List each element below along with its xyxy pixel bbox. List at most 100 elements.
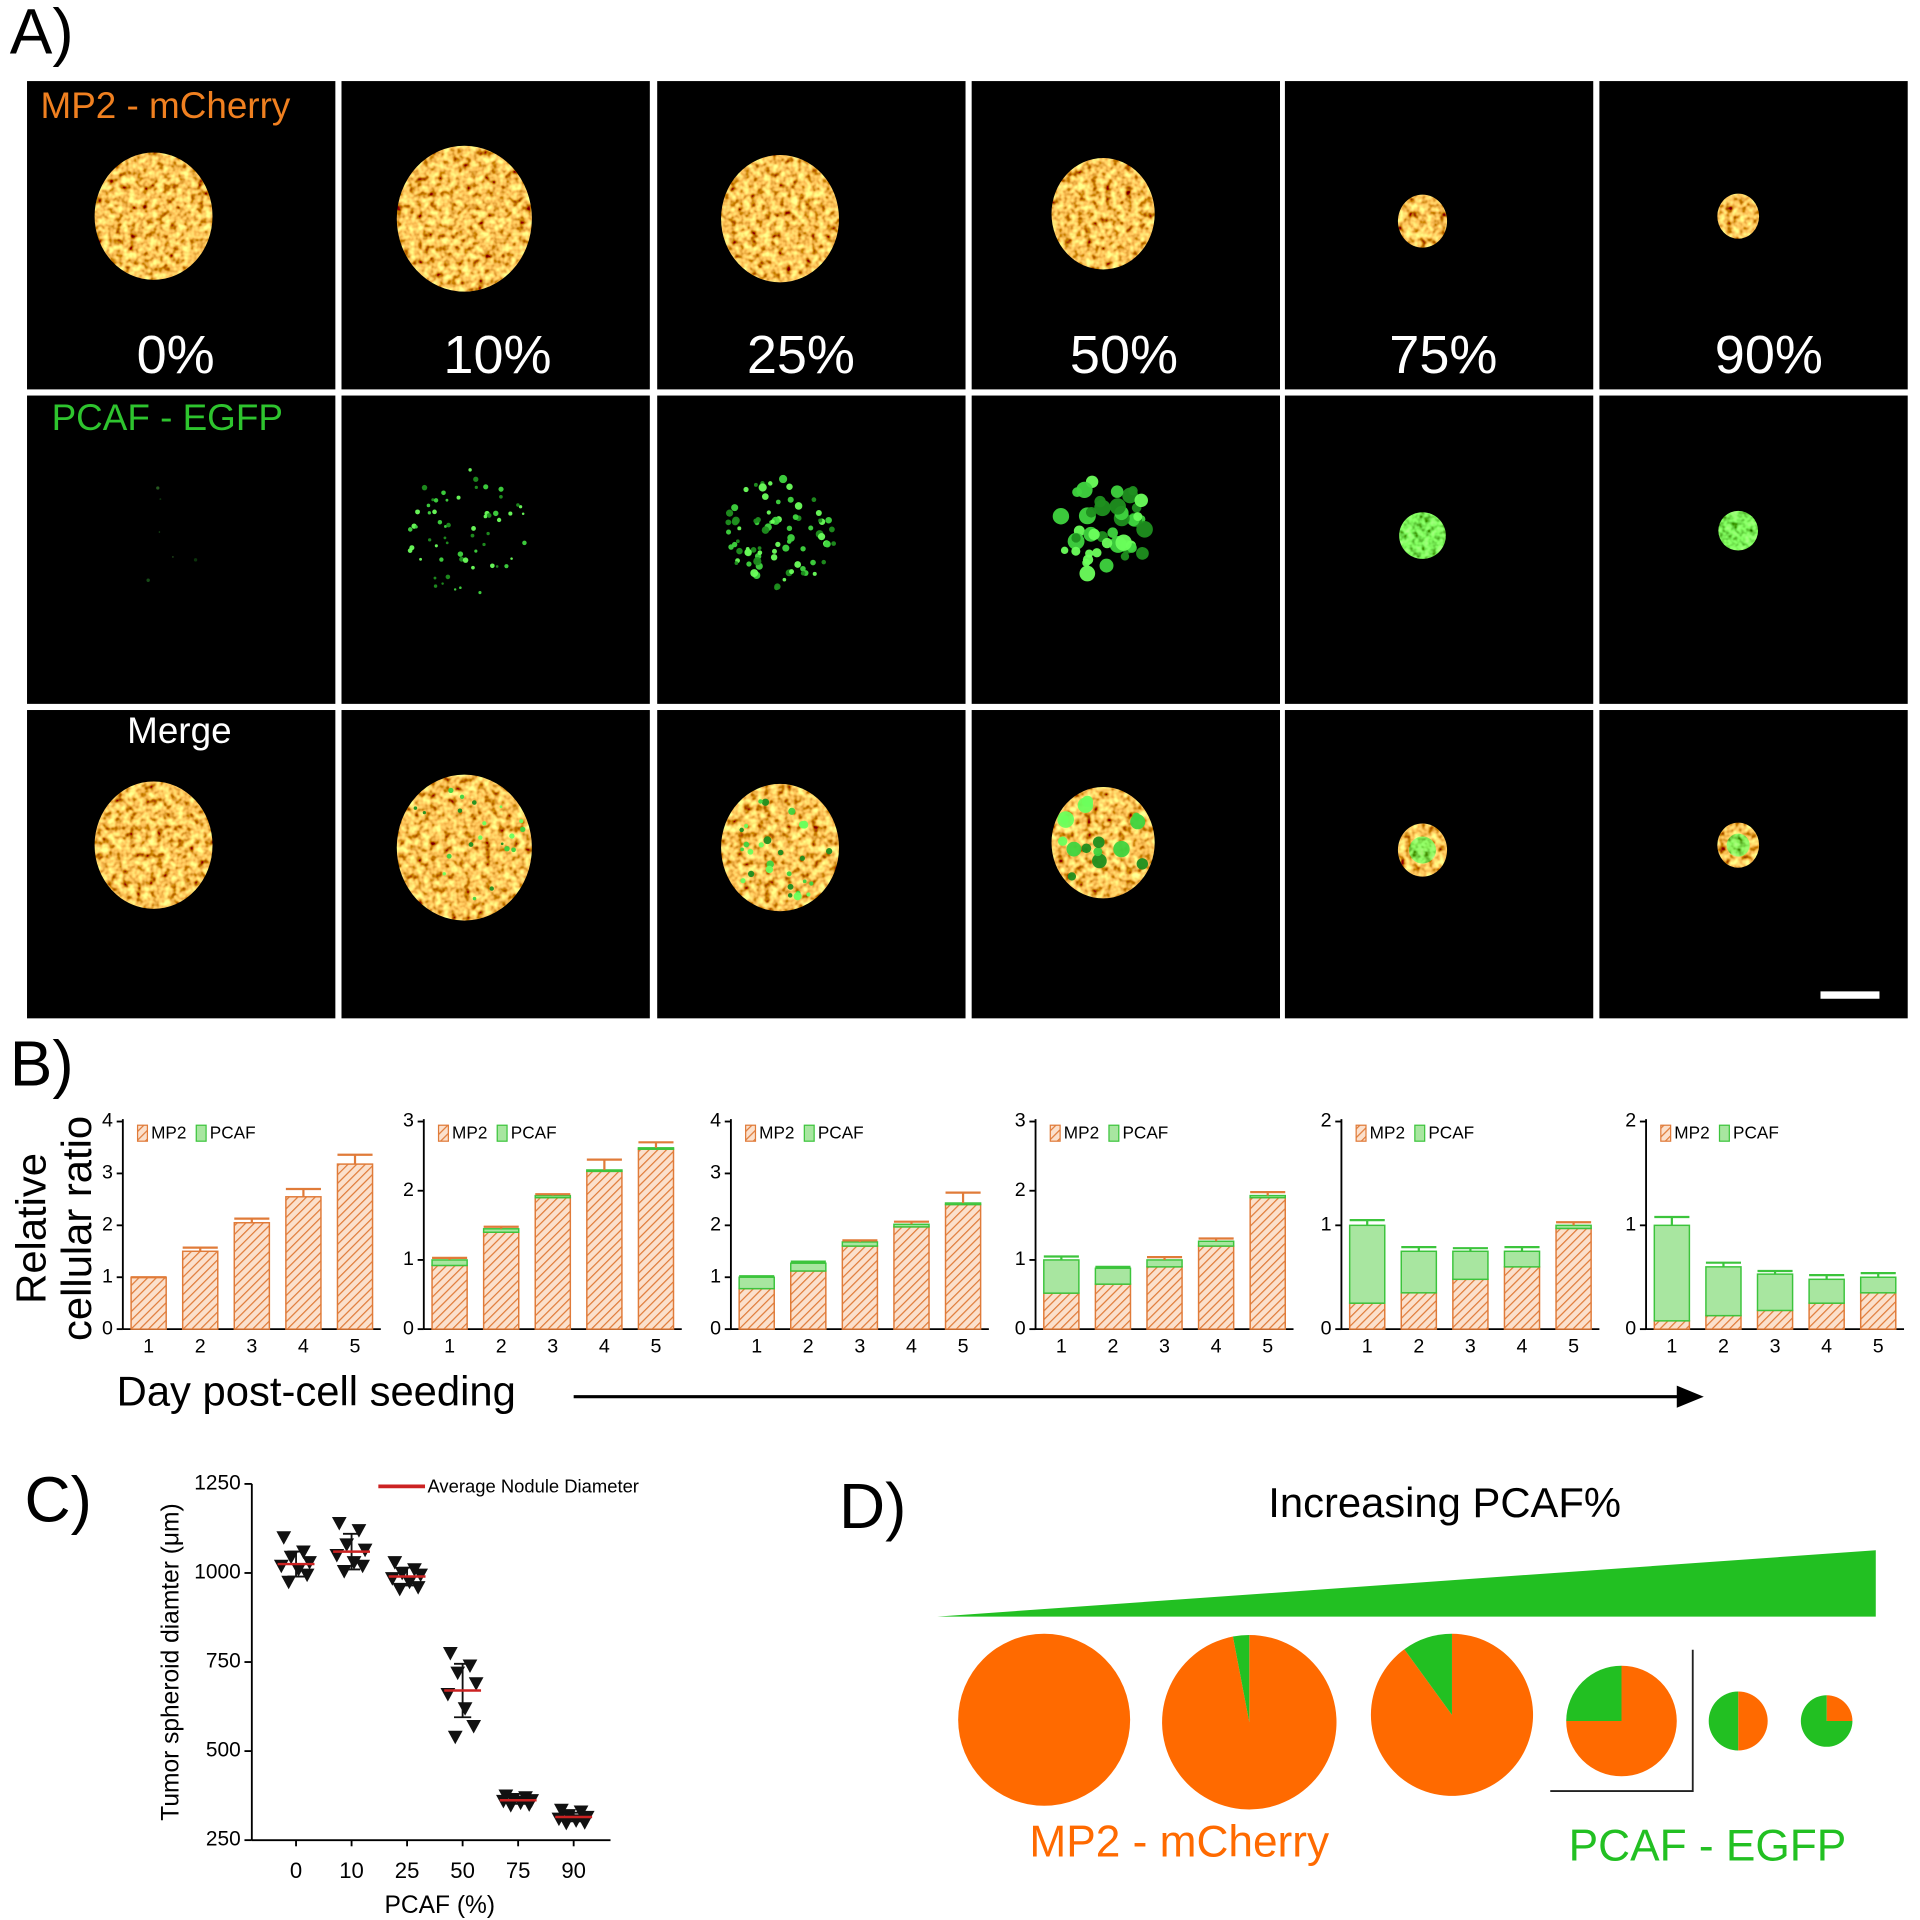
legend-label: MP2 xyxy=(759,1122,794,1142)
bar-pcaf xyxy=(1859,1276,1897,1294)
legend-swatch xyxy=(437,1124,449,1142)
bar-pcaf xyxy=(1756,1273,1794,1312)
bar-pcaf xyxy=(637,1147,675,1150)
cell-dot xyxy=(432,509,437,515)
cell-dot xyxy=(1133,512,1143,522)
error-bar xyxy=(1556,1221,1592,1226)
legend-swatch xyxy=(496,1124,508,1142)
pie-slice xyxy=(1370,1633,1534,1796)
bar-mp2 xyxy=(944,1203,982,1330)
column-label: 50% xyxy=(1070,325,1178,385)
point xyxy=(462,1659,478,1673)
cell-dot xyxy=(750,547,757,553)
cell-dot xyxy=(1107,527,1118,538)
cell-dot xyxy=(486,531,490,536)
x-tick-label: 1 xyxy=(1666,1336,1677,1358)
cell-dot xyxy=(1081,843,1092,854)
cell-dot xyxy=(739,827,744,833)
cell-dot xyxy=(725,519,732,526)
bar-mp2 xyxy=(1808,1302,1845,1330)
cell-dot xyxy=(474,549,478,553)
bar-pcaf xyxy=(1094,1267,1132,1285)
pie-slice xyxy=(1738,1691,1768,1751)
cell-dot xyxy=(726,529,732,535)
y-tick-label: 4 xyxy=(102,1110,113,1132)
error-bar xyxy=(1095,1265,1131,1269)
legend-label: PCAF xyxy=(210,1122,256,1142)
row-label: MP2 - mCherry xyxy=(41,85,291,126)
bar-mp2 xyxy=(790,1270,827,1330)
cell-dot xyxy=(736,547,743,555)
cell-dot xyxy=(743,823,749,829)
x-tick-label: 5 xyxy=(1568,1336,1579,1358)
x-tick-label: 2 xyxy=(1107,1336,1118,1358)
cell-dot xyxy=(520,826,526,833)
x-tick-label: 4 xyxy=(1821,1336,1832,1358)
cell-dot xyxy=(1136,858,1149,870)
point xyxy=(276,1531,292,1545)
error-bar xyxy=(739,1275,775,1278)
cell-dot xyxy=(1092,853,1107,869)
cell-dot xyxy=(811,497,817,503)
y-tick-label: 750 xyxy=(206,1650,241,1673)
cell-dot xyxy=(787,893,793,898)
error-bar xyxy=(337,1153,373,1165)
point xyxy=(281,1575,297,1590)
error-bar xyxy=(535,1193,571,1196)
bar-mp2 xyxy=(1452,1278,1489,1330)
cell-dot xyxy=(758,842,764,848)
legend-swatch xyxy=(803,1124,815,1142)
cell-dot xyxy=(421,484,428,491)
cell-dot xyxy=(782,577,787,582)
x-tick-label: 3 xyxy=(1770,1336,1781,1358)
cell-dot xyxy=(193,558,198,562)
cell-dot xyxy=(828,526,835,533)
pie-slice xyxy=(1404,1633,1452,1715)
cell-dot xyxy=(500,842,504,846)
bar-pcaf xyxy=(1348,1224,1386,1304)
bar-mp2 xyxy=(1249,1196,1286,1330)
cell-dot xyxy=(731,504,739,512)
cell-dot xyxy=(1136,521,1153,538)
cell-dot xyxy=(516,503,520,507)
cell-dot xyxy=(471,526,476,531)
spheroid-green xyxy=(1408,836,1437,864)
cell-dot xyxy=(522,540,527,546)
bar-mp2 xyxy=(1197,1245,1235,1330)
cell-dot xyxy=(422,811,426,815)
cell-dot xyxy=(1081,795,1094,807)
bar-pcaf xyxy=(738,1276,775,1290)
x-tick-label: 5 xyxy=(1873,1336,1884,1358)
x-tick-label: 0 xyxy=(290,1858,302,1883)
cell-dot xyxy=(786,483,793,491)
cell-dot xyxy=(1120,552,1130,561)
x-tick-label: 25 xyxy=(395,1858,420,1883)
error-bar xyxy=(842,1239,878,1242)
error-bar xyxy=(1757,1269,1793,1275)
bar-pcaf xyxy=(1146,1259,1183,1268)
bar-mp2 xyxy=(431,1264,468,1330)
cell-dot xyxy=(433,584,438,588)
legend-swatch xyxy=(1718,1124,1730,1142)
column-label: 75% xyxy=(1389,325,1497,385)
cell-dot xyxy=(510,557,513,560)
x-tick-label: 2 xyxy=(195,1336,206,1358)
y-tick-label: 0 xyxy=(403,1317,414,1339)
bar-pcaf xyxy=(431,1259,468,1267)
column-label: 25% xyxy=(747,325,855,385)
bar-pcaf xyxy=(1452,1250,1489,1281)
cell-dot xyxy=(732,516,740,525)
image-tile xyxy=(27,395,336,704)
x-tick-label: 75 xyxy=(506,1858,531,1883)
cell-dot xyxy=(483,484,489,490)
y-tick-label: 0 xyxy=(1015,1317,1026,1339)
cell-dot xyxy=(518,505,523,509)
cell-dot xyxy=(471,800,477,805)
cell-dot xyxy=(407,527,413,532)
bar-mp2 xyxy=(534,1196,572,1330)
y-axis-label: Relative xyxy=(7,1153,54,1304)
point xyxy=(450,1666,466,1681)
y-tick-label: 3 xyxy=(1015,1110,1026,1132)
x-tick-label: 1 xyxy=(444,1336,455,1358)
image-grid: 0% 10% 25% 50% 75% 90% MP2 - mCherry PCAF - EGF… xyxy=(27,81,1908,1019)
